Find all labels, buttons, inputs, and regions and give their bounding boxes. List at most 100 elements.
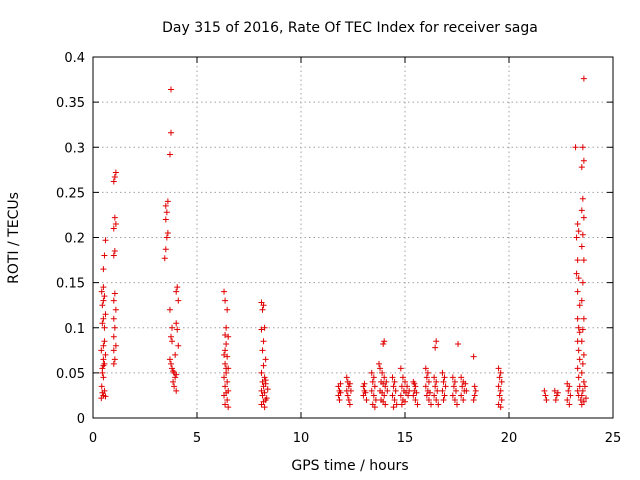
data-point	[451, 378, 458, 385]
data-point	[472, 387, 479, 394]
data-point	[575, 374, 582, 381]
data-point	[261, 374, 268, 381]
data-point	[402, 398, 408, 405]
x-axis-title: GPS time / hours	[291, 458, 408, 474]
data-point	[398, 401, 405, 408]
data-point	[102, 237, 109, 244]
data-point	[411, 380, 418, 387]
data-point	[575, 228, 582, 235]
data-point	[101, 324, 108, 331]
chart-title: Day 315 of 2016, Rate Of TEC Index for r…	[162, 20, 538, 36]
data-point	[575, 275, 582, 282]
data-point	[575, 324, 582, 331]
data-point	[221, 392, 228, 399]
data-point	[100, 342, 107, 349]
data-point	[405, 392, 412, 399]
data-point	[372, 396, 379, 403]
data-point	[100, 284, 107, 291]
data-point	[495, 365, 502, 372]
data-point	[225, 333, 232, 340]
data-point	[410, 392, 417, 399]
data-point	[580, 378, 587, 385]
data-point	[264, 386, 271, 393]
data-point	[173, 288, 180, 295]
data-point	[110, 347, 117, 354]
data-point	[541, 387, 548, 394]
data-point	[578, 338, 585, 345]
data-point	[171, 383, 178, 390]
data-point	[462, 380, 469, 387]
data-point	[112, 342, 119, 349]
x-tick-label: 20	[501, 431, 518, 446]
data-point	[424, 369, 431, 376]
data-point	[224, 306, 231, 313]
data-point	[162, 216, 169, 223]
data-point	[451, 396, 458, 403]
data-point	[384, 387, 391, 394]
data-point	[335, 392, 342, 399]
data-point	[439, 387, 446, 394]
data-point	[399, 374, 406, 381]
data-point	[574, 220, 581, 227]
data-point	[110, 297, 117, 304]
data-point	[433, 338, 440, 345]
data-point	[573, 270, 580, 277]
data-point	[391, 378, 398, 385]
data-point	[392, 387, 399, 394]
data-point	[578, 243, 585, 250]
data-point	[554, 389, 561, 396]
data-point	[498, 396, 505, 403]
data-point	[262, 377, 269, 384]
data-point	[496, 374, 503, 381]
data-point	[496, 392, 503, 399]
data-point	[572, 144, 579, 151]
data-point	[390, 404, 397, 411]
data-point	[412, 383, 419, 390]
data-point	[346, 401, 353, 408]
data-point	[224, 353, 231, 360]
data-point	[471, 392, 478, 399]
data-point	[173, 387, 180, 394]
data-point	[576, 302, 583, 309]
x-tick-label: 5	[193, 431, 201, 446]
data-point	[98, 383, 105, 390]
data-point	[112, 306, 119, 313]
data-point	[578, 369, 585, 376]
data-point	[397, 392, 404, 399]
data-point	[110, 360, 117, 367]
data-point	[552, 396, 559, 403]
data-point	[580, 351, 587, 358]
data-point	[452, 387, 459, 394]
data-point	[439, 369, 446, 376]
data-point	[432, 344, 439, 351]
data-point	[222, 360, 229, 367]
data-point	[497, 387, 504, 394]
data-point	[381, 392, 388, 399]
data-point	[263, 395, 270, 402]
data-point	[440, 396, 447, 403]
plot-frame	[92, 56, 614, 419]
data-point	[170, 378, 177, 385]
data-point	[579, 195, 586, 202]
x-tick-label: 25	[605, 431, 622, 446]
data-point	[222, 297, 229, 304]
data-point	[433, 378, 440, 385]
data-point	[442, 383, 449, 390]
data-point	[580, 75, 587, 82]
data-point	[579, 231, 586, 238]
data-point	[398, 383, 405, 390]
x-tick-label: 0	[89, 431, 97, 446]
data-point	[382, 401, 389, 408]
data-point	[99, 369, 106, 376]
data-point	[580, 315, 587, 322]
data-point	[100, 374, 107, 381]
data-point	[423, 374, 430, 381]
data-point	[422, 365, 429, 372]
data-point	[99, 302, 106, 309]
data-point	[470, 353, 477, 360]
data-point	[580, 157, 587, 164]
data-point	[166, 306, 173, 313]
data-point	[380, 340, 387, 347]
data-point	[497, 404, 504, 411]
data-point	[163, 234, 170, 241]
